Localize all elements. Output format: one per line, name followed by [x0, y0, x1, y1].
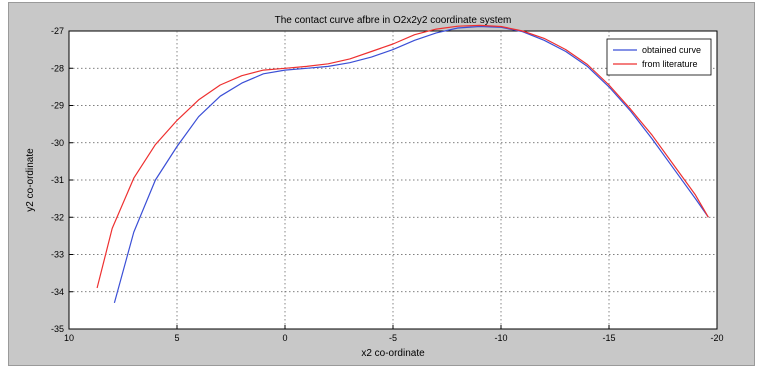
- x-tick-label: 10: [64, 333, 74, 343]
- y-tick-label: -35: [51, 324, 64, 334]
- x-tick-label: 0: [282, 333, 287, 343]
- series-lines: [96, 24, 709, 304]
- legend: obtained curve from literature: [606, 38, 712, 76]
- y-axis-label: y2 co-ordinate: [25, 148, 36, 212]
- x-tick-label: -20: [710, 333, 723, 343]
- axis-ticks: 10 5 0 -5 -10 -15 -20 -27 -28 -29 -30 -31 -32 -33 -34 -…: [51, 26, 724, 343]
- chart-title: The contact curve afbre in O2x2y2 coordi…: [275, 15, 512, 26]
- grid: [69, 31, 717, 329]
- y-tick-label: -29: [51, 101, 64, 111]
- y-tick-label: -32: [51, 212, 64, 222]
- y-tick-label: -34: [51, 287, 64, 297]
- series-line-from-literature: [96, 24, 709, 289]
- y-tick-label: -28: [51, 63, 64, 73]
- x-tick-label: -5: [389, 333, 397, 343]
- legend-label: obtained curve: [642, 45, 701, 55]
- x-tick-label: -15: [602, 333, 615, 343]
- y-tick-label: -33: [51, 250, 64, 260]
- x-tick-label: -10: [494, 333, 507, 343]
- legend-label: from literature: [642, 59, 698, 69]
- y-tick-label: -27: [51, 26, 64, 36]
- y-tick-label: -31: [51, 175, 64, 185]
- y-tick-label: -30: [51, 138, 64, 148]
- figure-window: 10 5 0 -5 -10 -15 -20 -27 -28 -29 -30 -31 -32 -33 -34 -…: [8, 2, 755, 366]
- x-axis-label: x2 co-ordinate: [361, 348, 425, 359]
- series-line-obtained-curve: [113, 25, 709, 304]
- x-tick-label: 5: [174, 333, 179, 343]
- legend-box: [606, 38, 712, 76]
- chart: 10 5 0 -5 -10 -15 -20 -27 -28 -29 -30 -31 -32 -33 -34 -…: [25, 15, 724, 359]
